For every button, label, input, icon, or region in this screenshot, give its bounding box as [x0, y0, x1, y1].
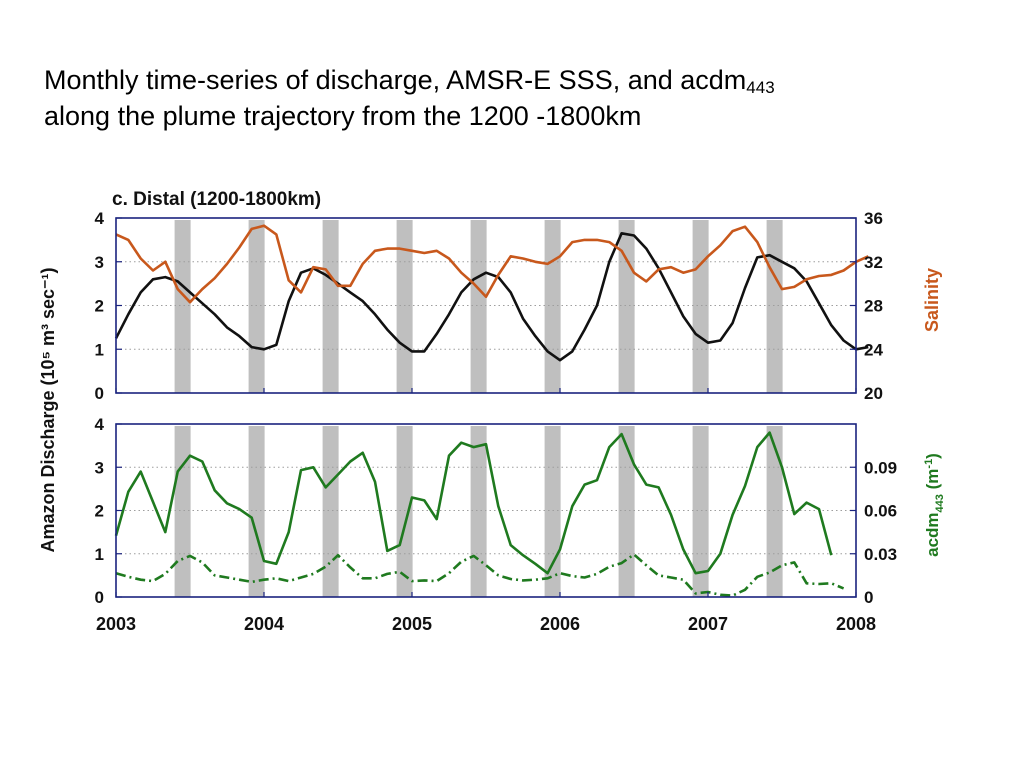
tick-label: 4	[95, 209, 105, 228]
shaded-band	[618, 220, 635, 393]
shaded-band	[248, 426, 265, 597]
shaded-band	[470, 426, 487, 597]
top-panel-grid	[116, 261, 856, 350]
tick-label: 2	[95, 297, 104, 316]
tick-label: 0.03	[864, 545, 897, 564]
top-right-tick-labels: 20 24 28 32 36	[850, 209, 883, 403]
shaded-band	[766, 220, 783, 393]
top-panel-shading	[174, 220, 783, 393]
x-tick-label: 2004	[244, 614, 284, 634]
x-tick-labels: 2003 2004 2005 2006 2007 2008	[96, 388, 876, 634]
tick-label: 0	[95, 384, 104, 403]
shaded-band	[174, 220, 191, 393]
shaded-band	[470, 220, 487, 393]
tick-label: 4	[95, 415, 105, 434]
discharge-line	[114, 232, 869, 362]
salinity-line	[115, 224, 869, 304]
shaded-band	[248, 220, 265, 393]
left-axis-label: Amazon Discharge (10⁵ m³ sec⁻¹)	[38, 267, 58, 552]
bottom-panel-shading	[174, 426, 783, 597]
shaded-band	[544, 220, 561, 393]
bottom-panel-grid	[116, 466, 856, 555]
shaded-band	[174, 426, 191, 597]
top-panel-series	[114, 224, 869, 362]
x-tick-label: 2008	[836, 614, 876, 634]
acdm-dashed-line	[115, 553, 845, 597]
tick-label: 36	[864, 209, 883, 228]
shaded-band	[322, 220, 339, 393]
shaded-band	[396, 426, 413, 597]
x-tick-label: 2006	[540, 614, 580, 634]
tick-label: 1	[95, 545, 104, 564]
shaded-band	[766, 426, 783, 597]
slide-title-line-2: along the plume trajectory from the 1200…	[44, 101, 642, 131]
salinity-axis-label: Salinity	[922, 268, 942, 332]
tick-label: 1	[95, 340, 104, 359]
tick-label: 0	[95, 588, 104, 607]
x-tick-label: 2007	[688, 614, 728, 634]
slide-title-line-1: Monthly time-series of discharge, AMSR-E…	[44, 62, 775, 98]
acdm-axis-label: acdm443 (m-1)	[923, 453, 946, 557]
shaded-band	[618, 426, 635, 597]
tick-label: 0.06	[864, 502, 897, 521]
shaded-band	[692, 220, 709, 393]
panel-title: c. Distal (1200-1800km)	[112, 189, 321, 210]
bottom-left-tick-labels: 0 1 2 3 4	[95, 415, 122, 607]
tick-label: 3	[95, 253, 104, 272]
shaded-band	[322, 426, 339, 597]
tick-label: 0.09	[864, 458, 897, 477]
tick-label: 28	[864, 297, 883, 316]
tick-label: 0	[864, 588, 873, 607]
tick-label: 2	[95, 502, 104, 521]
x-tick-label: 2005	[392, 614, 432, 634]
top-left-tick-labels: 0 1 2 3 4	[95, 209, 122, 403]
bottom-panel-series	[114, 431, 845, 597]
acdm-solid-line	[114, 431, 833, 575]
bottom-right-tick-labels: 0 0.03 0.06 0.09	[850, 458, 897, 607]
tick-label: 20	[864, 384, 883, 403]
shaded-band	[396, 220, 413, 393]
slide-title-main: Monthly time-series of discharge, AMSR-E…	[44, 65, 747, 95]
x-tick-label: 2003	[96, 614, 136, 634]
tick-label: 24	[864, 340, 883, 359]
slide-title-subscript: 443	[746, 78, 775, 97]
slide-title: Monthly time-series of discharge, AMSR-E…	[44, 62, 775, 134]
tick-label: 32	[864, 253, 883, 272]
tick-label: 3	[95, 458, 104, 477]
